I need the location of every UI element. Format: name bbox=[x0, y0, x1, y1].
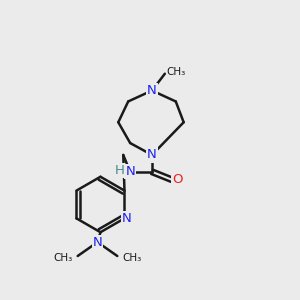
Text: N: N bbox=[125, 165, 135, 178]
Text: CH₃: CH₃ bbox=[53, 253, 73, 263]
Text: N: N bbox=[147, 84, 157, 97]
Text: CH₃: CH₃ bbox=[167, 67, 186, 77]
Text: CH₃: CH₃ bbox=[122, 253, 142, 263]
Text: N: N bbox=[93, 236, 102, 249]
Text: H: H bbox=[114, 164, 124, 177]
Text: N: N bbox=[147, 148, 157, 161]
Text: O: O bbox=[172, 173, 183, 186]
Text: N: N bbox=[122, 212, 131, 225]
